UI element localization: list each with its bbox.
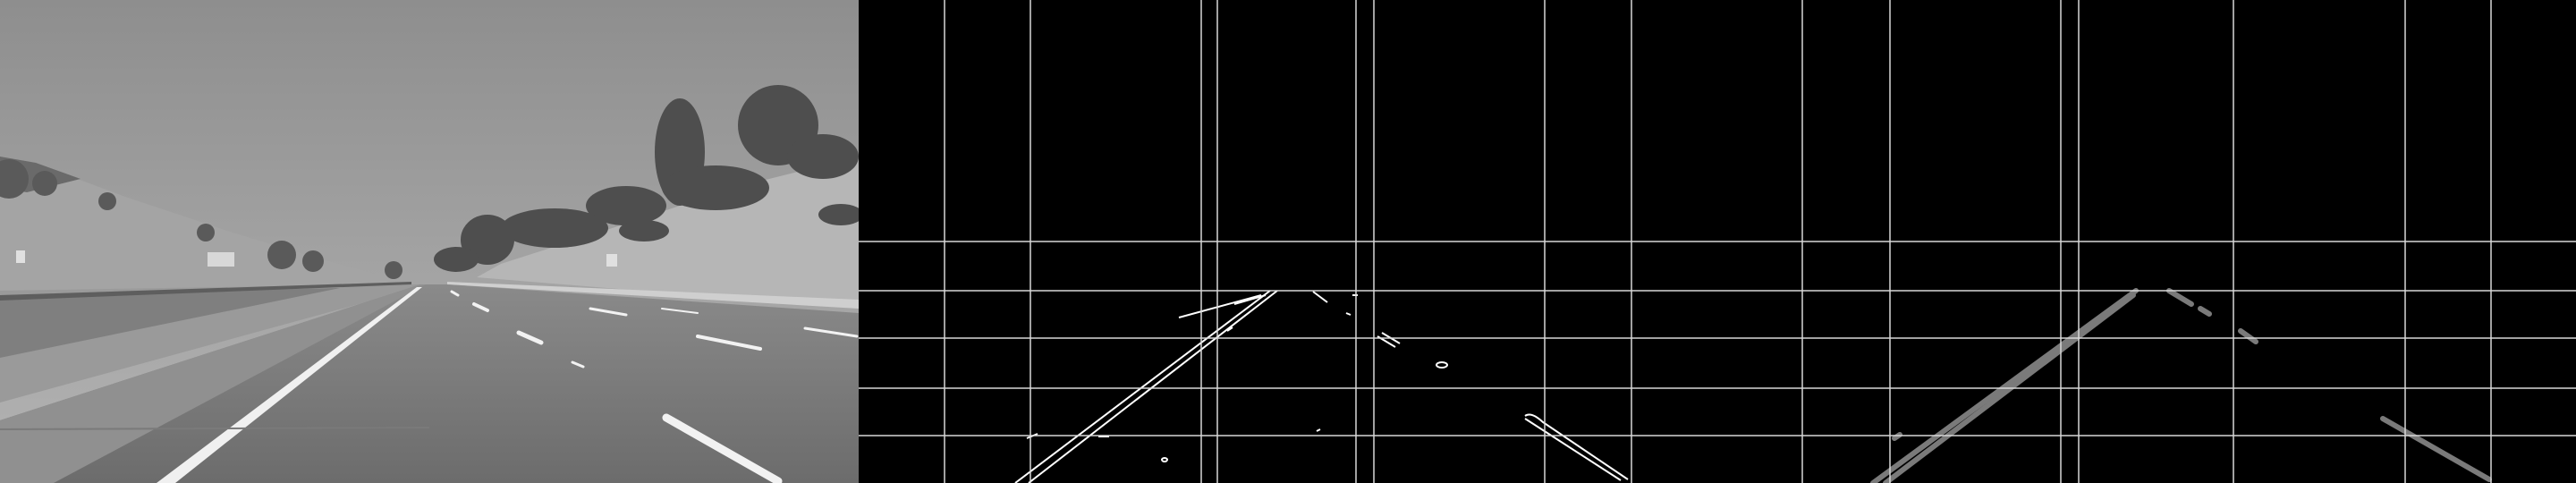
grid-overlay [859, 0, 2576, 483]
grayscale-photo [0, 0, 859, 483]
hough-lines [1870, 288, 2492, 483]
edge-map [1014, 290, 1629, 483]
